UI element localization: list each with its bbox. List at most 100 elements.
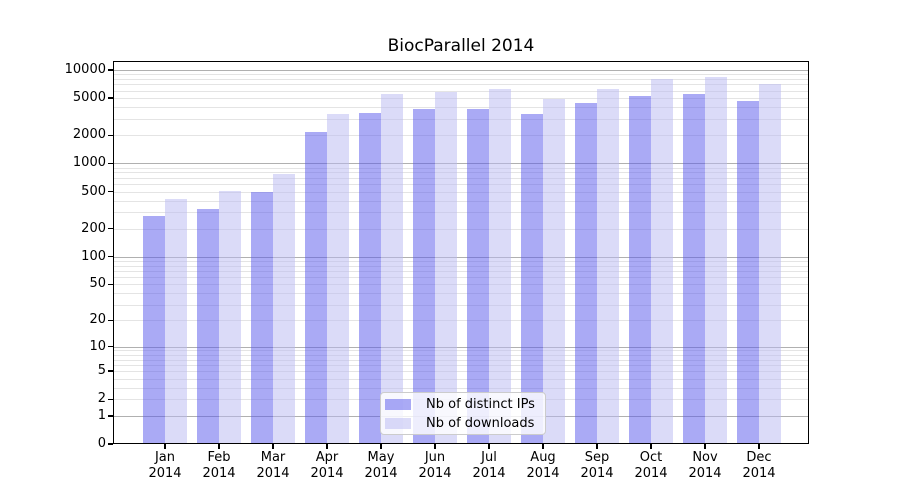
grid-line-major	[113, 256, 809, 258]
y-tick-label: 5	[97, 363, 106, 379]
grid-line-major	[113, 163, 809, 165]
x-tick-mark	[164, 444, 166, 449]
grid-line-minor	[113, 371, 809, 373]
grid-line-minor	[113, 79, 809, 81]
x-tick-year: 2014	[580, 466, 614, 481]
x-tick-mark	[380, 444, 382, 449]
grid-line-minor	[113, 107, 809, 109]
y-tick-mark	[108, 283, 113, 286]
x-tick-year: 2014	[526, 466, 560, 481]
x-tick-month: Feb	[207, 450, 231, 465]
grid-line-minor	[113, 172, 809, 174]
grid-line-minor	[113, 177, 809, 179]
y-tick-mark	[108, 97, 113, 99]
bar-distinct-ips	[251, 192, 273, 444]
grid-line-minor	[113, 74, 809, 76]
bar-distinct-ips	[413, 108, 435, 444]
x-tick-year: 2014	[742, 466, 776, 481]
x-tick-label: Sep 2014	[580, 450, 613, 482]
grid-line-minor	[113, 84, 809, 86]
y-tick-mark	[108, 227, 113, 230]
x-tick-month: Mar	[260, 450, 286, 465]
x-tick-label: May 2014	[364, 450, 397, 482]
y-tick-mark	[108, 134, 113, 137]
bar-downloads	[489, 89, 511, 444]
y-tick-label: 10	[89, 338, 106, 354]
bar-distinct-ips	[467, 109, 489, 444]
y-tick-mark	[108, 162, 113, 165]
x-tick-mark	[434, 444, 436, 449]
x-tick-year: 2014	[688, 466, 722, 481]
y-tick-mark	[108, 69, 113, 71]
bar-downloads	[543, 98, 565, 444]
x-tick-month: Jul	[481, 450, 497, 465]
grid-line-minor	[113, 284, 809, 286]
grid-line-minor	[113, 293, 809, 295]
grid-line-minor	[113, 90, 809, 92]
grid-line-major	[113, 346, 809, 348]
bar-downloads	[273, 173, 295, 444]
grid-line-minor	[113, 167, 809, 169]
legend-label-distinct-ips: Nb of distinct IPs	[426, 396, 535, 412]
y-tick-label: 20	[89, 312, 106, 328]
x-tick-label: Aug 2014	[526, 450, 559, 482]
y-tick-label: 5000	[72, 90, 106, 106]
x-tick-year: 2014	[364, 466, 398, 481]
y-tick-label: 2	[97, 391, 106, 407]
x-tick-year: 2014	[472, 466, 506, 481]
grid-line-minor	[113, 270, 809, 272]
bar-distinct-ips	[143, 215, 165, 444]
bar-downloads	[381, 93, 403, 444]
grid-line-minor	[113, 350, 809, 352]
grid-line-minor	[113, 387, 809, 389]
x-tick-label: Jul 2014	[472, 450, 505, 482]
grid-line-minor	[113, 200, 809, 202]
bar-distinct-ips	[359, 112, 381, 444]
bar-downloads	[705, 77, 727, 444]
grid-line-minor	[113, 184, 809, 186]
x-tick-month: Dec	[746, 450, 772, 465]
legend-item-distinct-ips: Nb of distinct IPs	[385, 397, 535, 412]
bar-distinct-ips	[683, 94, 705, 444]
grid-line-minor	[113, 118, 809, 120]
grid-line-minor	[113, 212, 809, 214]
grid-line-minor	[113, 277, 809, 279]
plot-area: Dec 2014 Nov 2014 Oct 2014 Sep 2014 Aug 2014 Jul 20…	[65, 61, 809, 481]
x-tick-month: Jan	[154, 450, 176, 465]
x-tick-label: Jan 2014	[148, 450, 181, 482]
bar-downloads	[165, 198, 187, 444]
bar-downloads	[597, 89, 619, 444]
legend: Nb of distinct IPs Nb of downloads	[380, 392, 546, 435]
x-tick-year: 2014	[310, 466, 344, 481]
grid-line-minor	[113, 364, 809, 366]
x-tick-mark	[542, 444, 544, 449]
y-tick-label: 10000	[64, 61, 106, 77]
y-tick-mark	[108, 190, 113, 193]
y-tick-label: 0	[97, 436, 106, 451]
y-tick-mark	[108, 255, 113, 258]
x-tick-label: Oct 2014	[634, 450, 667, 482]
x-tick-month: Jun	[424, 450, 446, 465]
x-tick-label: Apr 2014	[310, 450, 343, 482]
x-tick-year: 2014	[634, 466, 668, 481]
grid-line-minor	[113, 359, 809, 361]
y-tick-label: 1	[97, 407, 106, 423]
x-tick-label: Nov 2014	[688, 450, 721, 482]
y-tick-mark	[108, 443, 113, 445]
legend-swatch-downloads	[385, 417, 411, 429]
chart-title: BiocParallel 2014	[387, 36, 535, 56]
y-tick-mark	[108, 415, 113, 417]
grid-line-minor	[113, 135, 809, 137]
grid-line-minor	[113, 265, 809, 267]
x-tick-year: 2014	[256, 466, 290, 481]
bar-downloads	[651, 79, 673, 444]
x-tick-label: Jun 2014	[418, 450, 451, 482]
x-tick-month: Sep	[584, 450, 610, 465]
y-tick-label: 500	[81, 183, 106, 199]
grid-line-minor	[113, 354, 809, 356]
x-tick-year: 2014	[202, 466, 236, 481]
y-tick-label: 100	[81, 248, 106, 264]
y-tick-label: 200	[81, 220, 106, 236]
y-tick-label: 2000	[72, 127, 106, 143]
